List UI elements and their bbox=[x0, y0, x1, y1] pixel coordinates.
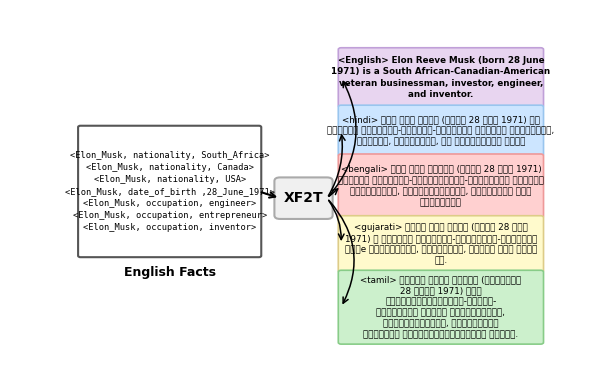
Text: English Facts: English Facts bbox=[124, 266, 216, 279]
FancyBboxPatch shape bbox=[338, 105, 544, 156]
FancyBboxPatch shape bbox=[78, 126, 261, 257]
FancyBboxPatch shape bbox=[338, 216, 544, 272]
Text: <bengali> অলন রিভ মাস্ক (জন্ম 28 জুন 1971)
দক্ষিণ আফ্রিকা-কানাডিয়ান-আমেরিকান প্: <bengali> অলন রিভ মাস্ক (জন্ম 28 জুন 197… bbox=[338, 165, 544, 207]
Text: <English> Elon Reeve Musk (born 28 June
1971) is a South African-Canadian-Americ: <English> Elon Reeve Musk (born 28 June … bbox=[331, 56, 550, 99]
Text: <gujarati> એલોન રીવ મસ્ક (જન્મ 28 જૂન
1971) એ દક્ષિણ આફ્રિકા-કેનેડિયન-અમેરિકન
પી: <gujarati> એલોન રીવ મસ્ક (જન્મ 28 જૂન 19… bbox=[345, 223, 537, 265]
Text: <hindi> एलन रीव मस्क (जन्म 28 जून 1971) एक
दक्षिण अफ्रीकी-कनाडाई-अमेरिकी दिग्गज : <hindi> एलन रीव मस्क (जन्म 28 जून 1971) … bbox=[327, 115, 554, 146]
FancyBboxPatch shape bbox=[338, 48, 544, 107]
Text: <Elon_Musk, nationality, South_Africa>
<Elon_Musk, nationality, Canada>
<Elon_Mu: <Elon_Musk, nationality, South_Africa> <… bbox=[65, 151, 275, 232]
FancyBboxPatch shape bbox=[275, 177, 333, 219]
Text: XF2T: XF2T bbox=[284, 191, 324, 205]
FancyBboxPatch shape bbox=[338, 270, 544, 344]
Text: <tamil> எளோன் ரீவ் மஸ்க் (பிறப்பு
28 ஜூன் 1971) ஒரு
தென்னாப்பிரிக்க-கணடிய-
அமெரி: <tamil> எளோன் ரீவ் மஸ்க் (பிறப்பு 28 ஜூன… bbox=[361, 275, 522, 340]
FancyBboxPatch shape bbox=[338, 154, 544, 218]
